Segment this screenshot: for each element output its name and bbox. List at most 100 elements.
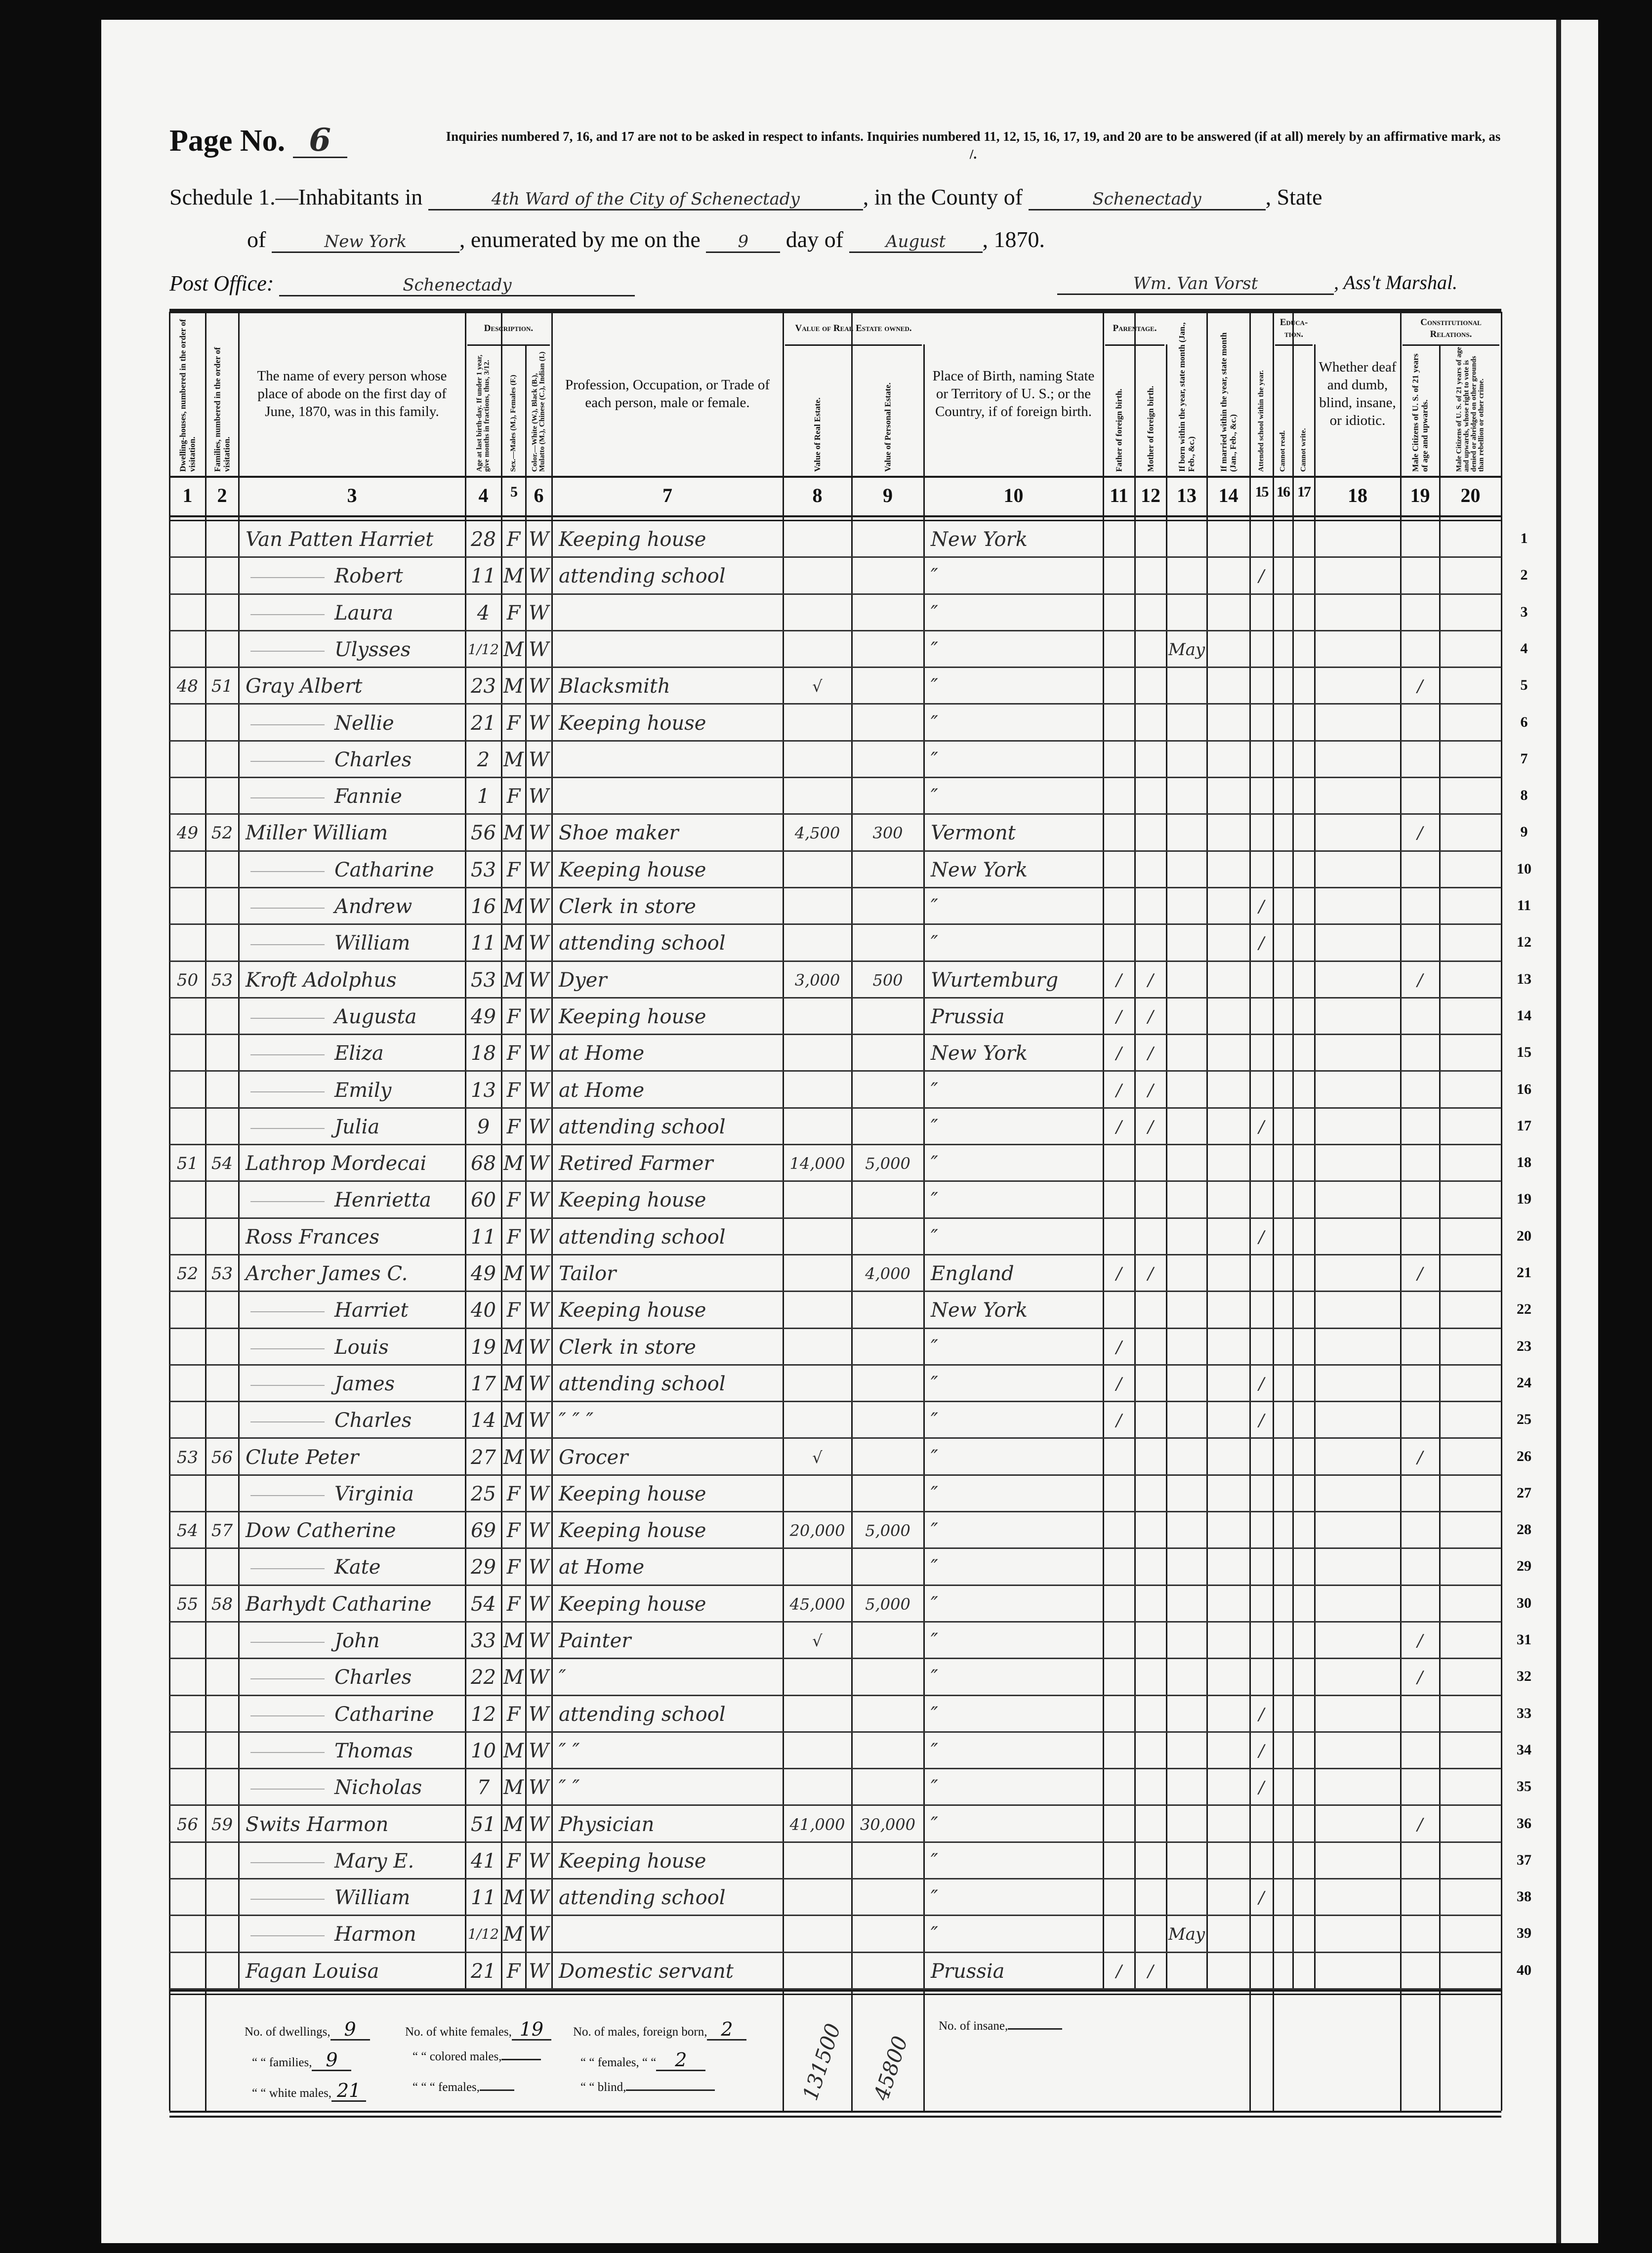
cell-19 bbox=[1401, 595, 1440, 631]
cell-9 bbox=[852, 705, 924, 742]
cell-20 bbox=[1440, 1329, 1501, 1366]
cell-17 bbox=[1293, 1072, 1315, 1109]
cell-18 bbox=[1315, 668, 1401, 705]
cell-10: ″ bbox=[931, 785, 938, 808]
cell-8 bbox=[783, 852, 852, 888]
cell-11 bbox=[1103, 595, 1135, 631]
cell-14 bbox=[1207, 1843, 1250, 1879]
cell-10: ″ bbox=[931, 1335, 938, 1359]
cell-9 bbox=[852, 999, 924, 1035]
cell-15 bbox=[1250, 1476, 1273, 1512]
cell-19 bbox=[1401, 1219, 1440, 1255]
cell-13 bbox=[1166, 1072, 1207, 1109]
cell-16 bbox=[1273, 595, 1293, 631]
cell-8 bbox=[783, 558, 852, 594]
marshal-signature: Wm. Van Vorst bbox=[1057, 274, 1334, 295]
post-office-label: Post Office: bbox=[169, 271, 274, 295]
row-number: 9 bbox=[1520, 824, 1528, 840]
cell-13 bbox=[1166, 962, 1207, 999]
cell-16 bbox=[1273, 1072, 1293, 1109]
cell-18 bbox=[1315, 1255, 1401, 1292]
column-number-20: 20 bbox=[1460, 484, 1481, 506]
cell-14 bbox=[1207, 705, 1250, 742]
cell-1 bbox=[169, 1696, 206, 1733]
cell-20 bbox=[1440, 1035, 1501, 1072]
cell-12: / bbox=[1148, 970, 1154, 990]
table-row: Louis 19 M W Clerk in store ″ / bbox=[169, 1329, 1501, 1366]
row-rule bbox=[169, 1694, 1501, 1696]
cell-13 bbox=[1166, 1879, 1207, 1916]
cell-9 bbox=[852, 778, 924, 815]
cell-10: ″ bbox=[931, 1813, 938, 1836]
cell-14 bbox=[1207, 778, 1250, 815]
summary-column-rule bbox=[851, 1990, 853, 2111]
schedule-label: Schedule 1.—Inhabitants in bbox=[169, 184, 423, 209]
cell-2 bbox=[206, 1292, 239, 1329]
cell-9 bbox=[852, 668, 924, 705]
cell-8 bbox=[783, 1255, 852, 1292]
cell-8 bbox=[783, 1843, 852, 1879]
row-number: 30 bbox=[1517, 1594, 1531, 1611]
cell-3: Lathrop Mordecai bbox=[246, 1152, 427, 1175]
dwellings-count: No. of dwellings, 9 bbox=[245, 2019, 370, 2041]
cell-8 bbox=[783, 1659, 852, 1696]
cell-18 bbox=[1315, 1659, 1401, 1696]
cell-1: 50 bbox=[176, 970, 199, 990]
cell-20 bbox=[1440, 1255, 1501, 1292]
column-header-18: Whether deaf and dumb, blind, insane, or… bbox=[1319, 359, 1397, 428]
cell-10: ″ bbox=[931, 1152, 938, 1175]
cell-13 bbox=[1166, 1219, 1207, 1255]
cell-3: Harmon bbox=[239, 1916, 465, 1953]
table-row: Ulysses 1/12 M W ″ May bbox=[169, 631, 1501, 668]
cell-1 bbox=[169, 999, 206, 1035]
cell-7: attending school bbox=[559, 1703, 726, 1726]
cell-4: 27 bbox=[471, 1446, 496, 1469]
cell-7: Blacksmith bbox=[559, 675, 670, 698]
cell-20 bbox=[1440, 1659, 1501, 1696]
row-number: 17 bbox=[1517, 1117, 1531, 1134]
row-rule bbox=[169, 923, 1501, 925]
cell-9 bbox=[852, 521, 924, 558]
cell-12 bbox=[1135, 1696, 1166, 1733]
cell-8 bbox=[783, 521, 852, 558]
row-number: 38 bbox=[1517, 1888, 1531, 1905]
cell-17 bbox=[1293, 1953, 1315, 1990]
cell-1 bbox=[169, 631, 206, 668]
cell-15 bbox=[1250, 815, 1273, 851]
cell-17 bbox=[1293, 595, 1315, 631]
cell-11: / bbox=[1116, 1264, 1122, 1284]
cell-16 bbox=[1273, 1916, 1293, 1953]
cell-3: Archer James C. bbox=[246, 1262, 408, 1285]
cell-16 bbox=[1273, 558, 1293, 594]
cell-16 bbox=[1273, 742, 1293, 778]
cell-18 bbox=[1315, 815, 1401, 851]
cell-20 bbox=[1440, 1109, 1501, 1145]
cell-7: attending school bbox=[559, 932, 726, 955]
cell-2 bbox=[206, 1549, 239, 1585]
column-rule bbox=[1166, 344, 1167, 1990]
post-office-line: Post Office: Schenectady bbox=[169, 271, 635, 296]
cell-9 bbox=[852, 558, 924, 594]
cell-3: Emily bbox=[239, 1072, 465, 1109]
cell-8 bbox=[783, 1879, 852, 1916]
row-number: 1 bbox=[1520, 530, 1528, 546]
cell-11 bbox=[1103, 521, 1135, 558]
cell-8 bbox=[783, 1329, 852, 1366]
row-number: 37 bbox=[1517, 1851, 1531, 1868]
colored-males-count-value bbox=[501, 2059, 541, 2060]
cell-19 bbox=[1401, 778, 1440, 815]
cell-17 bbox=[1293, 1843, 1315, 1879]
cell-5: M bbox=[503, 1666, 524, 1689]
column-rule bbox=[551, 312, 553, 1990]
cell-14 bbox=[1207, 1916, 1250, 1953]
cell-9 bbox=[852, 1292, 924, 1329]
column-number-12: 12 bbox=[1141, 484, 1160, 506]
cell-6: W bbox=[528, 1666, 549, 1689]
row-number: 12 bbox=[1517, 934, 1531, 951]
cell-4: 56 bbox=[471, 822, 496, 845]
cell-20 bbox=[1440, 742, 1501, 778]
cell-20 bbox=[1440, 815, 1501, 851]
cell-16 bbox=[1273, 925, 1293, 961]
row-rule bbox=[169, 960, 1501, 962]
